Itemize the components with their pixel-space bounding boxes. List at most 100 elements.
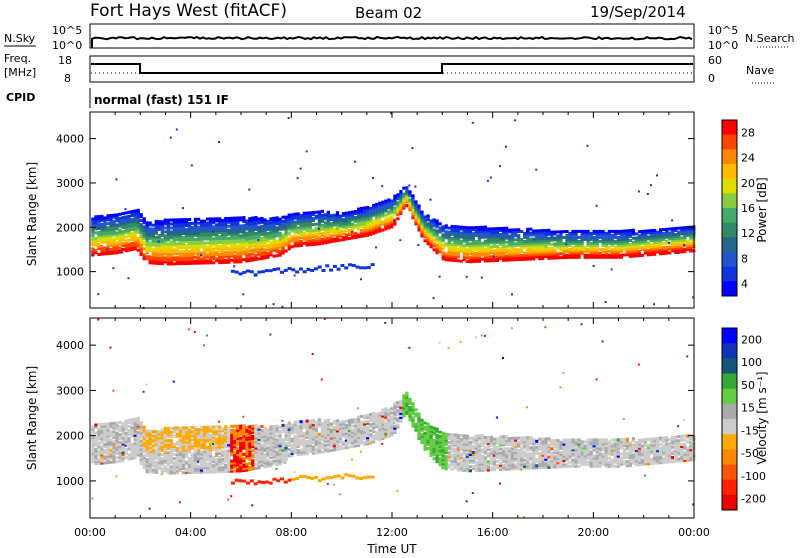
power-echo-cell	[94, 237, 97, 240]
power-secondary-cell	[273, 268, 277, 271]
velocity-noise-cell	[266, 452, 268, 454]
power-echo-cell	[221, 219, 224, 222]
velocity-echo-cell	[279, 426, 282, 429]
power-echo-cell	[236, 217, 239, 220]
power-echo-cell	[599, 240, 602, 243]
power-echo-cell	[197, 218, 200, 221]
power-echo-cell	[125, 211, 128, 214]
power-echo-cell	[578, 240, 581, 243]
power-noise-cell	[158, 241, 160, 243]
power-echo-cell	[535, 229, 538, 232]
velocity-echo-cell	[236, 425, 239, 428]
power-echo-cell	[115, 223, 118, 226]
power-echo-cell	[635, 232, 638, 235]
power-echo-cell	[466, 260, 469, 263]
power-echo-cell	[260, 217, 263, 220]
power-echo-cell	[587, 230, 590, 233]
power-echo-cell	[118, 213, 121, 216]
velocity-echo-cell	[185, 426, 188, 429]
power-echo-cell	[493, 249, 496, 252]
velocity-echo-cell	[366, 414, 369, 417]
power-echo-cell	[529, 232, 532, 235]
power-noise-cell	[417, 244, 419, 246]
power-echo-cell	[239, 224, 242, 227]
power-secondary-cell	[231, 270, 235, 273]
velocity-echo-cell	[122, 422, 125, 425]
power-echo-cell	[547, 237, 550, 240]
power-echo-cell	[514, 248, 517, 251]
power-echo-cell	[677, 231, 680, 234]
power-echo-cell	[556, 252, 559, 255]
power-noise-cell	[191, 164, 193, 166]
power-echo-cell	[396, 201, 399, 204]
power-echo-cell	[245, 220, 248, 223]
velocity-noise-cell	[282, 420, 284, 422]
power-echo-cell	[541, 229, 544, 232]
power-echo-cell	[420, 211, 423, 214]
power-echo-cell	[475, 226, 478, 229]
velocity-echo-cell	[167, 451, 170, 454]
velocity-echo-cell	[254, 467, 257, 470]
power-echo-cell	[442, 233, 445, 236]
power-echo-cell	[342, 218, 345, 221]
power-echo-cell	[641, 246, 644, 249]
velocity-echo-cell	[315, 447, 318, 450]
velocity-echo-cell	[122, 437, 125, 440]
power-echo-cell	[140, 223, 143, 226]
velocity-echo-cell	[369, 439, 372, 442]
velocity-echo-cell	[393, 402, 396, 405]
velocity-echo-cell	[173, 453, 176, 456]
power-noise-cell	[125, 208, 127, 210]
power-echo-cell	[384, 218, 387, 221]
velocity-echo-cell	[164, 465, 167, 468]
power-echo-cell	[608, 230, 611, 233]
power-echo-cell	[445, 224, 448, 227]
power-echo-cell	[164, 230, 167, 233]
power-echo-cell	[118, 229, 121, 232]
power-echo-cell	[206, 246, 209, 249]
power-echo-cell	[490, 245, 493, 248]
velocity-echo-cell	[354, 445, 357, 448]
velocity-noise-cell	[381, 443, 383, 445]
power-echo-cell	[538, 229, 541, 232]
velocity-echo-cell	[94, 424, 97, 427]
velocity-echo-cell	[146, 430, 149, 433]
power-secondary-cell	[246, 270, 250, 273]
power-echo-cell	[487, 228, 490, 231]
power-echo-cell	[381, 229, 384, 232]
power-echo-cell	[269, 241, 272, 244]
power-echo-cell	[194, 256, 197, 259]
power-echo-cell	[599, 252, 602, 255]
power-noise-cell	[430, 199, 432, 201]
power-noise-cell	[596, 205, 598, 207]
power-echo-cell	[617, 236, 620, 239]
velocity-echo-cell	[254, 463, 257, 466]
power-echo-cell	[251, 257, 254, 260]
power-secondary-cell	[261, 270, 265, 273]
velocity-echo-cell	[224, 464, 227, 467]
power-echo-cell	[408, 198, 411, 201]
power-secondary-cell	[235, 271, 239, 274]
power-echo-cell	[131, 218, 134, 221]
power-echo-cell	[227, 247, 230, 250]
power-echo-cell	[372, 204, 375, 207]
velocity-echo-cell	[330, 422, 333, 425]
velocity-echo-cell	[345, 424, 348, 427]
velocity-echo-cell	[221, 458, 224, 461]
power-echo-cell	[227, 229, 230, 232]
power-echo-cell	[565, 234, 568, 237]
power-noise-cell	[248, 189, 250, 191]
power-echo-cell	[529, 238, 532, 241]
velocity-echo-cell	[173, 461, 176, 464]
velocity-echo-cell	[221, 466, 224, 469]
velocity-echo-cell	[94, 436, 97, 439]
velocity-echo-cell	[167, 427, 170, 430]
velocity-echo-cell	[218, 425, 221, 428]
velocity-echo-cell	[115, 456, 118, 459]
power-echo-cell	[493, 227, 496, 230]
power-echo-cell	[553, 249, 556, 252]
power-echo-cell	[662, 246, 665, 249]
power-noise-cell	[653, 303, 655, 305]
power-echo-cell	[442, 225, 445, 228]
power-noise-cell	[212, 231, 214, 233]
